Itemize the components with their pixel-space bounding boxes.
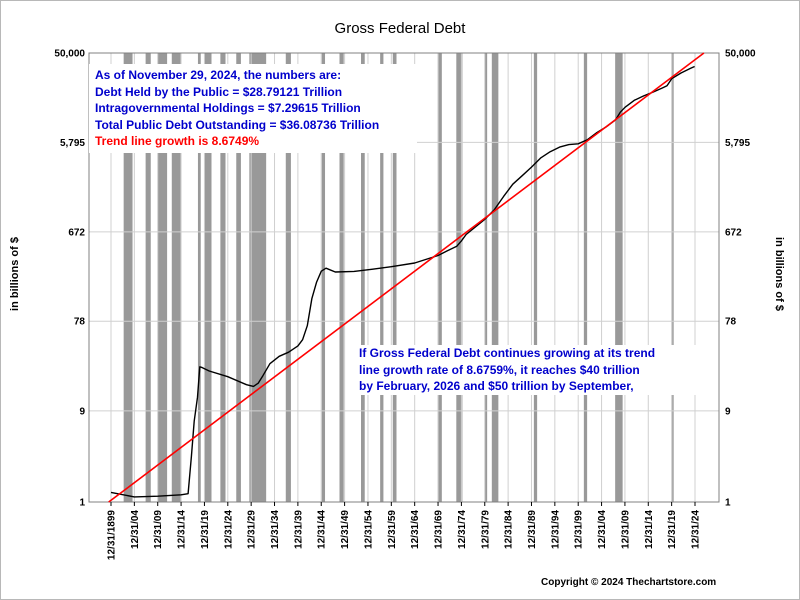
x-tick-label: 12/31/64	[410, 510, 421, 549]
info-box: As of November 29, 2024, the numbers are…	[89, 64, 417, 153]
y-tick-label-right: 78	[725, 317, 737, 328]
x-tick-label: 12/31/69	[434, 510, 445, 549]
x-tick-label: 12/31/79	[480, 510, 491, 549]
y-axis-label-left: in billions of $	[8, 237, 21, 311]
x-tick-label: 12/31/34	[270, 510, 281, 549]
recession-bar	[236, 53, 241, 502]
recession-bar	[360, 53, 365, 502]
x-tick-label: 12/31/09	[153, 510, 164, 549]
recession-bar	[157, 53, 168, 502]
recession-bar	[197, 53, 201, 502]
y-tick-label-right: 1	[725, 498, 731, 509]
y-tick-label-left: 672	[68, 227, 85, 238]
y-axis-label-right: in billions of $	[772, 237, 785, 311]
info-line-intragov: Intragovernmental Holdings = $7.29615 Tr…	[95, 101, 361, 115]
trend-growth-text: Trend line growth is 8.6749%	[95, 134, 260, 148]
y-tick-label-left: 9	[79, 406, 85, 417]
y-tick-label-right: 5,795	[725, 138, 750, 149]
projection-line-3: by February, 2026 and $50 trillion by Se…	[359, 379, 634, 393]
x-tick-label: 12/31/44	[317, 510, 328, 549]
recession-bar	[249, 53, 267, 502]
x-tick-label: 12/31/99	[574, 510, 585, 549]
x-tick-label: 12/31/14	[177, 510, 188, 549]
info-line-public: Debt Held by the Public = $28.79121 Tril…	[95, 84, 343, 99]
x-tick-label: 12/31/94	[550, 510, 561, 549]
recession-bar	[491, 53, 499, 502]
x-tick-label: 12/31/19	[200, 510, 211, 549]
recession-bar	[456, 53, 463, 502]
copyright-text: Copyright © 2024 Thechartstore.com	[541, 577, 717, 588]
recession-bar	[321, 53, 326, 502]
recession-bar	[380, 53, 384, 502]
recession-bar	[145, 53, 151, 502]
recession-bar	[583, 53, 588, 502]
recession-bar	[392, 53, 397, 502]
recession-bar	[672, 53, 674, 502]
y-tick-label-right: 9	[725, 406, 731, 417]
x-tick-label: 12/31/39	[293, 510, 304, 549]
recession-bar	[171, 53, 181, 502]
debt-series-line	[110, 65, 695, 498]
recession-bar	[437, 53, 442, 502]
recession-bar	[339, 53, 344, 502]
x-tick-label: 12/31/49	[340, 510, 351, 549]
projection-line-1: If Gross Federal Debt continues growing …	[359, 346, 656, 360]
projection-line-2: line growth rate of 8.6759%, it reaches …	[359, 362, 640, 377]
recession-bar	[484, 53, 488, 502]
y-tick-label-left: 5,795	[60, 138, 85, 149]
x-tick-label: 12/31/54	[363, 510, 374, 549]
x-tick-label: 12/31/04	[130, 510, 141, 549]
projection-note: If Gross Federal Debt continues growing …	[357, 345, 701, 395]
x-tick-label: 12/31/84	[504, 510, 515, 549]
x-tick-label: 12/31/09	[620, 510, 631, 549]
y-tick-label-right: 50,000	[725, 49, 756, 60]
x-tick-label: 12/31/19	[667, 510, 678, 549]
x-tick-label: 12/31/14	[644, 510, 655, 549]
trend-line	[108, 52, 705, 503]
x-tick-label: 12/31/59	[387, 510, 398, 549]
x-tick-label: 12/31/1899	[107, 510, 118, 560]
info-line-total: Total Public Debt Outstanding = $36.0873…	[95, 117, 380, 132]
y-tick-label-left: 78	[74, 317, 86, 328]
chart-title: Gross Federal Debt	[334, 20, 466, 37]
y-tick-label-left: 1	[79, 498, 85, 509]
x-tick-label: 12/31/29	[247, 510, 258, 549]
y-tick-label-right: 672	[725, 227, 742, 238]
recession-bar	[220, 53, 226, 502]
recession-bar	[204, 53, 212, 502]
recession-bar	[285, 53, 291, 502]
x-tick-label: 12/31/04	[597, 510, 608, 549]
x-tick-label: 12/31/89	[527, 510, 538, 549]
plot-border	[88, 52, 720, 503]
recession-bar	[533, 53, 538, 502]
recession-bar	[123, 53, 133, 502]
x-tick-label: 12/31/24	[691, 510, 702, 549]
info-line-date: As of November 29, 2024, the numbers are…	[95, 68, 342, 82]
x-tick-label: 12/31/24	[223, 510, 234, 549]
y-tick-label-left: 50,000	[54, 49, 85, 60]
recession-bar	[615, 53, 623, 502]
x-tick-label: 12/31/74	[457, 510, 468, 549]
